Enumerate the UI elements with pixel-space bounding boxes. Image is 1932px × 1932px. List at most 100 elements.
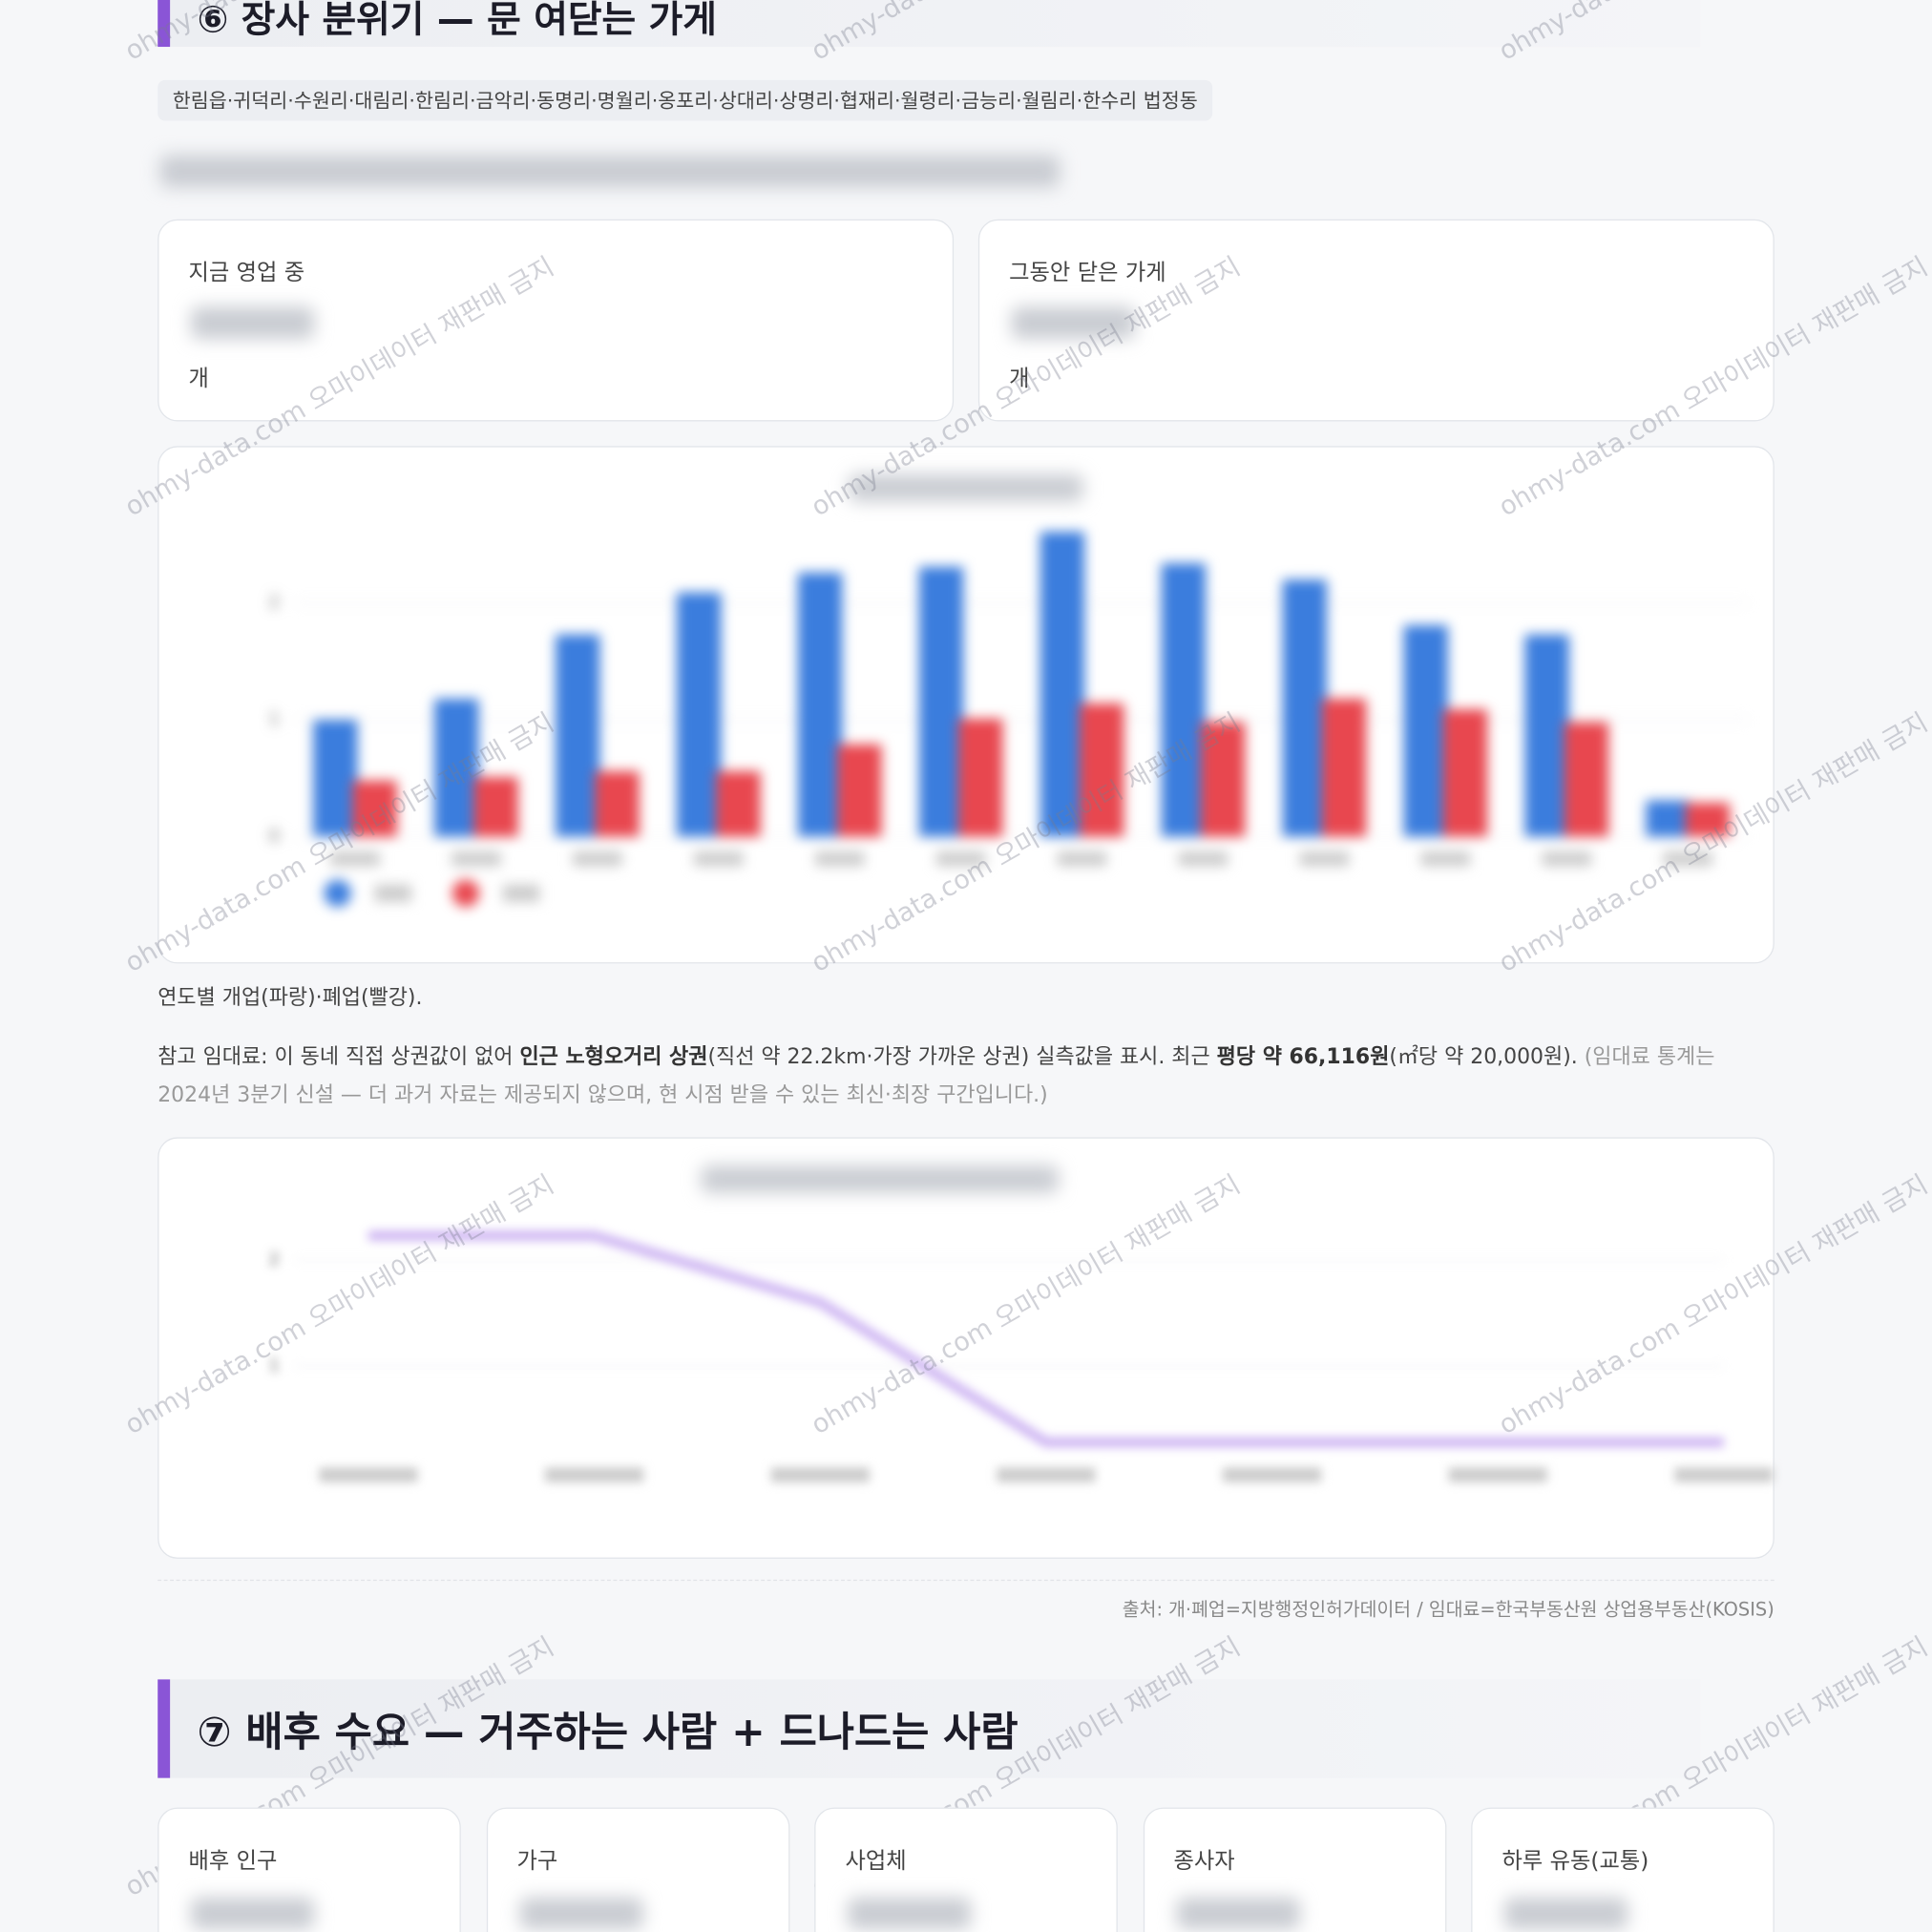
legend-swatch (324, 879, 351, 908)
blurred-value (191, 1897, 315, 1930)
line (368, 1230, 1724, 1448)
stat-card: 배후 인구 (158, 1807, 461, 1932)
bar (595, 770, 640, 837)
bar-chart: 0 1 2 (269, 532, 1749, 908)
stat-card: 그동안 닫은 가게 개 (977, 219, 1774, 422)
bar (473, 777, 518, 837)
note-segment: (직선 약 22.2km·가장 가까운 상권) 실측값을 표시. 최근 (707, 1044, 1217, 1070)
bar (958, 718, 1003, 837)
bar (716, 770, 761, 837)
bar (1321, 699, 1367, 837)
blurred-text (159, 155, 1060, 188)
legend-label-blur (374, 884, 412, 902)
y-tick-label: 0 (269, 826, 281, 846)
blurred-value (1504, 1897, 1628, 1930)
y-tick-label: 2 (269, 593, 281, 613)
bar (434, 699, 479, 837)
bar (837, 744, 882, 837)
x-label-blur (1674, 1467, 1774, 1482)
bar (1079, 703, 1124, 837)
blurred-value (519, 1897, 643, 1930)
bar (1161, 563, 1207, 837)
x-label-blur (1542, 850, 1592, 867)
blurred-value (1011, 306, 1135, 339)
x-label-blur (770, 1467, 870, 1482)
x-label-blur (693, 850, 744, 867)
stat-card: 종사자 (1143, 1807, 1446, 1932)
blurred-value (1176, 1897, 1300, 1930)
divider (158, 1579, 1774, 1582)
blurred-title (849, 473, 1083, 502)
stat-label: 종사자 (1173, 1848, 1235, 1875)
x-label-blur (1222, 1467, 1322, 1482)
stat-label: 지금 영업 중 (188, 260, 305, 286)
y-tick-label: 1 (269, 709, 281, 729)
stat-label: 그동안 닫은 가게 (1009, 260, 1166, 286)
bar (918, 566, 964, 837)
x-label-blur (1057, 850, 1107, 867)
caption: 연도별 개업(파랑)·폐업(빨강). (158, 985, 423, 1011)
rent-note: 참고 임대료: 이 동네 직접 상권값이 없어 인근 노형오거리 상권(직선 약… (158, 1039, 1774, 1115)
x-label-blur (573, 850, 622, 867)
chart-card: 0 1 2 (158, 446, 1774, 964)
bar (676, 592, 722, 837)
bar (1403, 624, 1448, 837)
line-chart: 12 (269, 1230, 1774, 1482)
stat-label: 가구 (516, 1848, 558, 1875)
x-label-blur (814, 850, 865, 867)
note-segment: 평당 약 66,116원 (1216, 1044, 1390, 1070)
x-label-blur (1299, 850, 1350, 867)
stat-unit: 개 (188, 366, 209, 392)
bar (1646, 800, 1690, 837)
x-label-blur (330, 850, 380, 867)
bar (1040, 532, 1085, 837)
x-label-blur (544, 1467, 644, 1482)
blurred-value (848, 1897, 972, 1930)
bar (1564, 722, 1609, 837)
x-label-blur (1448, 1467, 1547, 1482)
legend-swatch (452, 879, 480, 908)
stat-unit: 개 (1009, 366, 1030, 392)
stat-card: 사업체 (814, 1807, 1118, 1932)
section-title: ⑦ 배후 수요 — 거주하는 사람 + 드나드는 사람 (197, 1708, 1018, 1756)
x-label-blur (997, 1467, 1096, 1482)
y-tick-label: 2 (269, 1250, 281, 1270)
x-label-blur (1663, 850, 1713, 867)
note-segment: (임대료 통계는 2024년 3분기 신설 — 더 과거 자료는 제공되지 않으… (158, 1044, 1715, 1108)
section-title: ⑥ 장사 분위기 — 문 여닫는 가게 (197, 0, 717, 42)
section-header: ⑦ 배후 수요 — 거주하는 사람 + 드나드는 사람 (158, 1679, 1701, 1778)
y-tick-label: 1 (269, 1355, 281, 1376)
stat-card: 가구 (486, 1807, 789, 1932)
legend-label-blur (502, 884, 540, 902)
bar (1524, 634, 1569, 837)
chip: 한림읍·귀덕리·수원리·대림리·한림리·금악리·동명리·명월리·옹포리·상대리·… (158, 79, 1213, 121)
note-segment: (㎡당 약 20,000원). (1389, 1044, 1585, 1070)
source: 출처: 개·폐업=지방행정인허가데이터 / 임대료=한국부동산원 상업용부동산(… (1122, 1598, 1774, 1621)
x-label-blur (1420, 850, 1471, 867)
stat-label: 배후 인구 (188, 1848, 278, 1875)
x-label-blur (319, 1467, 418, 1482)
note-segment: 인근 노형오거리 상권 (519, 1044, 708, 1070)
bar (797, 572, 843, 837)
section-header: ⑥ 장사 분위기 — 문 여닫는 가게 (158, 0, 1701, 48)
bar (555, 634, 600, 837)
bar (313, 720, 358, 837)
x-label-blur (452, 850, 501, 867)
bar (352, 780, 397, 837)
bar (1442, 709, 1488, 837)
bar (1685, 802, 1731, 837)
bar (1282, 579, 1327, 837)
stat-card: 하루 유동(교통) (1471, 1807, 1774, 1932)
stat-label: 하루 유동(교통) (1502, 1848, 1649, 1875)
stat-label: 사업체 (845, 1848, 907, 1875)
blurred-value (191, 306, 315, 339)
bar (1200, 722, 1246, 837)
note-segment: 참고 임대료: 이 동네 직접 상권값이 없어 (158, 1044, 520, 1070)
stat-card: 지금 영업 중 개 (158, 219, 955, 422)
x-label-blur (1178, 850, 1228, 867)
blurred-title (701, 1166, 1059, 1193)
x-label-blur (935, 850, 986, 867)
